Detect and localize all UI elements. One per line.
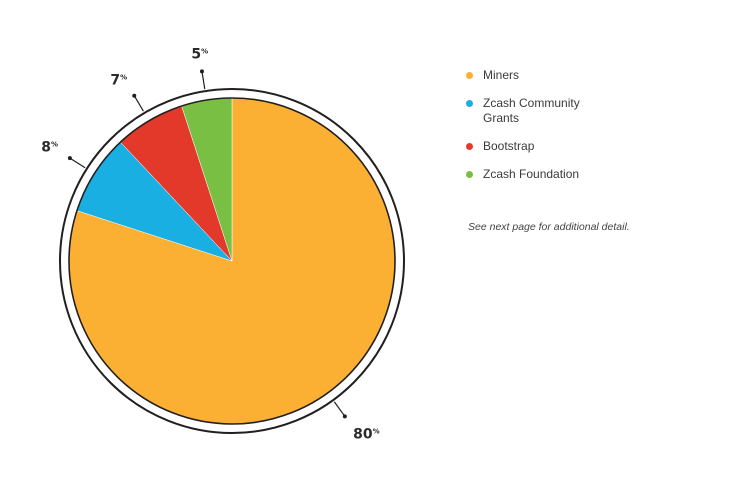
slice-label: 80%: [353, 427, 380, 443]
slice-label-value: 7: [110, 73, 120, 89]
leader-dot: [199, 69, 204, 74]
legend-item-bootstrap: Bootstrap: [466, 139, 616, 154]
slice-label-value: 8: [41, 140, 51, 156]
leader-line: [201, 71, 206, 90]
slice-label: 5%: [191, 47, 208, 63]
legend-item-zcash-foundation: Zcash Foundation: [466, 167, 616, 182]
leader-dot: [67, 156, 72, 161]
leader-line: [69, 157, 86, 169]
slice-label-unit: %: [51, 141, 58, 149]
leader-line: [133, 95, 144, 112]
chart-note: See next page for additional detail.: [468, 221, 630, 233]
legend-swatch-icon: [466, 72, 473, 79]
legend: Miners Zcash Community Grants Bootstrap …: [466, 68, 616, 195]
legend-label: Zcash Community Grants: [483, 96, 580, 125]
legend-item-zcash-community-grants: Zcash Community Grants: [466, 96, 616, 126]
slice-label-unit: %: [120, 74, 127, 82]
slice-label-value: 80: [353, 427, 373, 443]
legend-item-miners: Miners: [466, 68, 616, 83]
slice-label: 7%: [110, 73, 127, 89]
legend-label: Zcash Foundation: [483, 167, 580, 181]
pie-outline: [68, 97, 396, 425]
leader-line: [333, 401, 346, 417]
slice-label-unit: %: [373, 428, 380, 436]
pie-outer-ring: [59, 88, 405, 434]
legend-swatch-icon: [466, 100, 473, 107]
legend-label: Miners: [483, 68, 520, 82]
leader-dot: [132, 93, 137, 98]
leader-dot: [342, 414, 347, 419]
legend-label: Bootstrap: [483, 139, 535, 153]
pie-chart: 80%8%7%5%: [41, 47, 405, 443]
legend-swatch-icon: [466, 143, 473, 150]
slice-label-value: 5: [191, 47, 201, 63]
slice-label: 8%: [41, 140, 58, 156]
legend-swatch-icon: [466, 171, 473, 178]
slice-label-unit: %: [201, 48, 208, 56]
